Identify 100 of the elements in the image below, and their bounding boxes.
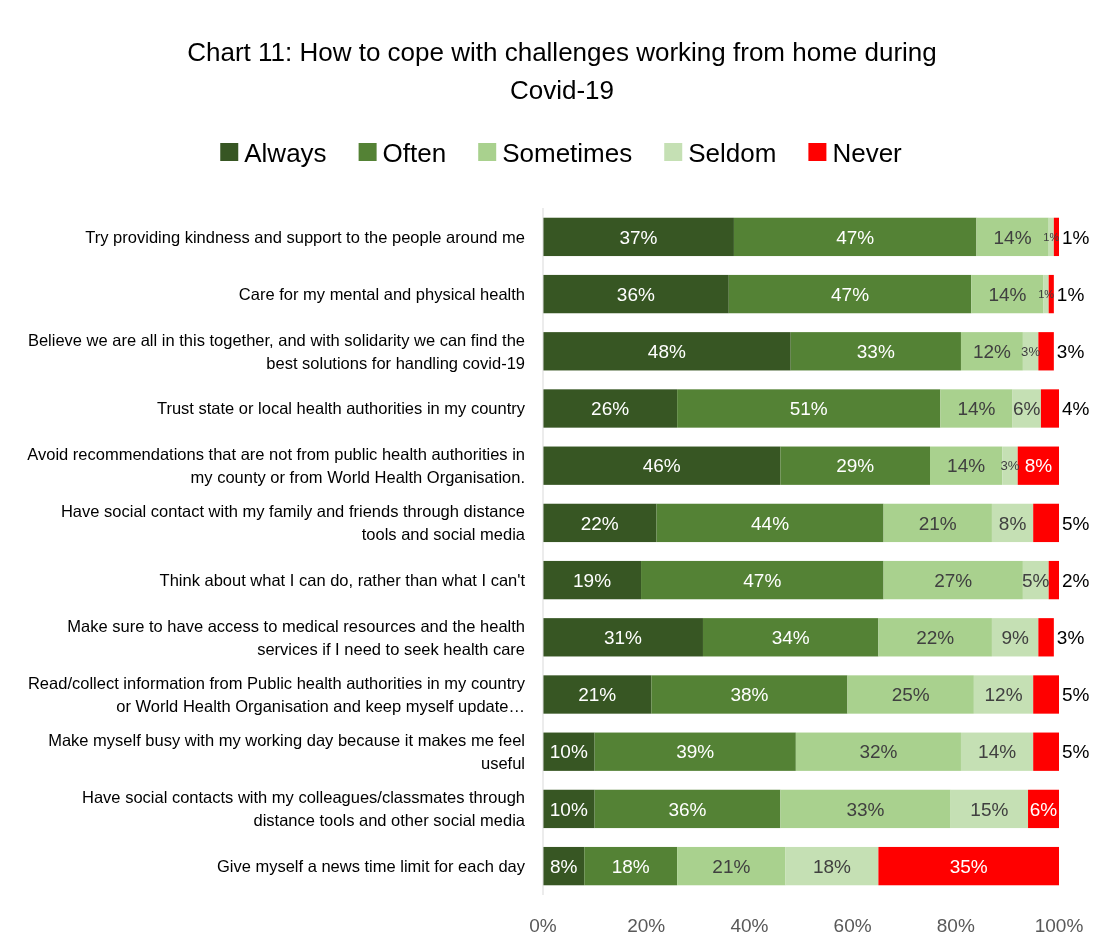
bar bbox=[651, 675, 848, 714]
data-label: 47% bbox=[836, 226, 875, 248]
bar bbox=[584, 846, 678, 886]
y-tick-label: Read/collect information from Public health authorities in my country or World Health Organisation and keep myself update… bbox=[27, 673, 526, 715]
data-label: 1% bbox=[1056, 283, 1085, 305]
data-label: 8% bbox=[549, 855, 578, 877]
bar bbox=[543, 503, 657, 543]
x-tick-label: 80% bbox=[936, 914, 975, 936]
bar bbox=[1033, 732, 1059, 771]
bar bbox=[883, 560, 1023, 600]
legend-label: Seldom bbox=[688, 138, 777, 169]
data-label: 21% bbox=[712, 855, 751, 877]
data-label: 12% bbox=[972, 340, 1012, 362]
bar bbox=[656, 503, 884, 543]
bar bbox=[1038, 332, 1054, 371]
data-label: 51% bbox=[789, 398, 828, 420]
data-label: 33% bbox=[846, 798, 885, 820]
data-label: 44% bbox=[751, 512, 790, 534]
bar bbox=[543, 675, 652, 714]
bar bbox=[878, 846, 1059, 886]
data-label: 48% bbox=[647, 340, 686, 362]
y-tick-label: Believe we are all in this together, and with solidarity we can find the best solutions for handling covid-19 bbox=[27, 330, 525, 372]
data-label: 46% bbox=[642, 455, 681, 477]
x-tick-label: 40% bbox=[730, 914, 769, 936]
data-label: 1% bbox=[1062, 226, 1090, 248]
bar bbox=[543, 389, 678, 428]
legend-label: Sometimes bbox=[502, 138, 633, 169]
bar bbox=[785, 846, 879, 886]
data-label: 14% bbox=[957, 398, 996, 420]
data-label: 47% bbox=[743, 569, 782, 591]
data-label: 6% bbox=[1029, 798, 1058, 820]
data-label: 34% bbox=[771, 626, 810, 648]
bar bbox=[940, 389, 1013, 428]
data-label: 5% bbox=[1022, 569, 1050, 591]
bar bbox=[728, 274, 972, 314]
bar bbox=[790, 332, 961, 371]
bar bbox=[641, 560, 884, 600]
legend-label: Never bbox=[832, 138, 903, 169]
bar bbox=[543, 560, 642, 600]
data-label: 8% bbox=[998, 512, 1027, 534]
data-label: 12% bbox=[984, 684, 1023, 706]
bar bbox=[1038, 618, 1054, 657]
bar bbox=[780, 446, 930, 485]
data-label: 29% bbox=[836, 455, 875, 477]
bar bbox=[795, 732, 961, 771]
bar bbox=[780, 789, 951, 829]
data-label: 14% bbox=[988, 283, 1027, 305]
x-tick-label: 0% bbox=[529, 914, 557, 936]
data-label: 10% bbox=[549, 798, 588, 820]
data-label: 33% bbox=[856, 340, 895, 362]
data-label: 47% bbox=[831, 283, 870, 305]
bar bbox=[878, 618, 992, 657]
data-label: 37% bbox=[619, 226, 658, 248]
bar bbox=[883, 503, 992, 543]
data-label: 19% bbox=[573, 569, 612, 591]
data-label: 27% bbox=[934, 569, 973, 591]
bar bbox=[1033, 503, 1059, 543]
bar bbox=[543, 217, 734, 257]
data-label: 10% bbox=[549, 741, 588, 763]
data-label: 5% bbox=[1062, 512, 1090, 534]
bar bbox=[543, 332, 791, 371]
data-label: 18% bbox=[812, 855, 852, 877]
data-label: 36% bbox=[616, 283, 655, 305]
bar bbox=[1040, 389, 1059, 428]
bar bbox=[594, 732, 796, 771]
legend-label: Often bbox=[382, 138, 447, 169]
data-label: 14% bbox=[978, 741, 1017, 763]
legend-label: Always bbox=[244, 138, 327, 169]
bar bbox=[543, 446, 781, 485]
bar bbox=[1033, 675, 1059, 714]
y-tick-label: Try providing kindness and support to the people around me bbox=[85, 227, 525, 246]
bar bbox=[1048, 560, 1059, 600]
data-label: 14% bbox=[947, 455, 986, 477]
chart-title: Chart 11: How to cope with challenges working from home during Covid-19 bbox=[187, 37, 937, 106]
data-label: 32% bbox=[859, 741, 898, 763]
y-tick-label: Trust state or local health authorities in my country bbox=[156, 399, 526, 418]
data-label: 38% bbox=[730, 684, 769, 706]
data-label: 18% bbox=[611, 855, 650, 877]
y-tick-label: Care for my mental and physical health bbox=[238, 284, 525, 303]
data-label: 5% bbox=[1062, 684, 1090, 706]
data-label: 2% bbox=[1062, 569, 1090, 591]
data-label: 21% bbox=[918, 512, 957, 534]
bar bbox=[847, 675, 974, 714]
data-label: 8% bbox=[1024, 455, 1053, 477]
y-tick-label: Have social contacts with my colleagues/classmates through distance tools and other social media bbox=[82, 788, 526, 830]
data-label: 9% bbox=[1001, 626, 1029, 648]
bar bbox=[733, 217, 977, 257]
y-tick-label: Avoid recommendations that are not from public health authorities in my county or from World Health Organisation. bbox=[27, 444, 525, 486]
bar bbox=[543, 274, 729, 314]
data-label: 3% bbox=[1056, 340, 1085, 362]
y-tick-label: Give myself a news time limit for each day bbox=[216, 856, 526, 875]
data-label: 35% bbox=[949, 855, 988, 877]
data-label: 22% bbox=[916, 626, 955, 648]
data-label: 15% bbox=[970, 798, 1009, 820]
bar bbox=[702, 618, 879, 657]
y-tick-label: Have social contact with my family and friends through distance tools and social media bbox=[60, 502, 526, 544]
data-label: 36% bbox=[668, 798, 707, 820]
data-label: 6% bbox=[1013, 398, 1041, 420]
data-label: 5% bbox=[1062, 741, 1090, 763]
y-tick-label: Make myself busy with my working day because it makes me feel useful bbox=[48, 730, 525, 772]
